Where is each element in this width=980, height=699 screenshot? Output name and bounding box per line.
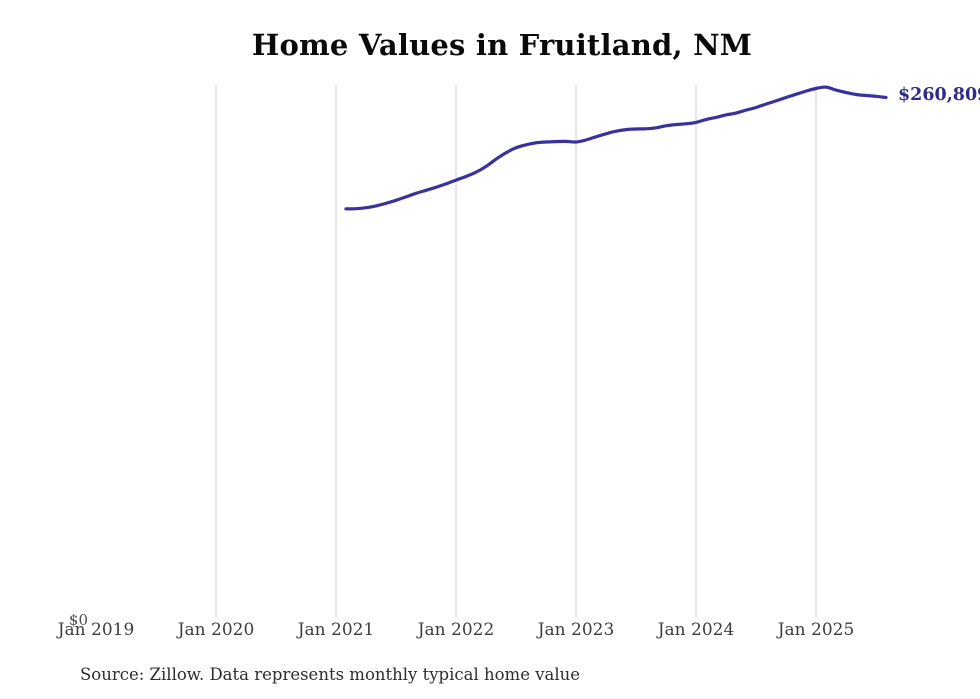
source-note: Source: Zillow. Data represents monthly … [80, 665, 581, 684]
x-tick-label-2024: Jan 2024 [657, 620, 735, 640]
home-value-line [344, 85, 888, 211]
x-tick-label-2019: Jan 2019 [57, 620, 135, 640]
y-axis-zero-label: $0 [68, 611, 88, 629]
chart-title: Home Values in Fruitland, NM [251, 28, 753, 62]
x-tick-label-2020: Jan 2020 [177, 620, 255, 640]
x-tick-label-2022: Jan 2022 [417, 620, 495, 640]
x-tick-label-2023: Jan 2023 [537, 620, 615, 640]
x-tick-label-2021: Jan 2021 [297, 620, 375, 640]
latest-value-label: $260,809 [898, 85, 980, 105]
x-tick-label-2025: Jan 2025 [777, 620, 855, 640]
